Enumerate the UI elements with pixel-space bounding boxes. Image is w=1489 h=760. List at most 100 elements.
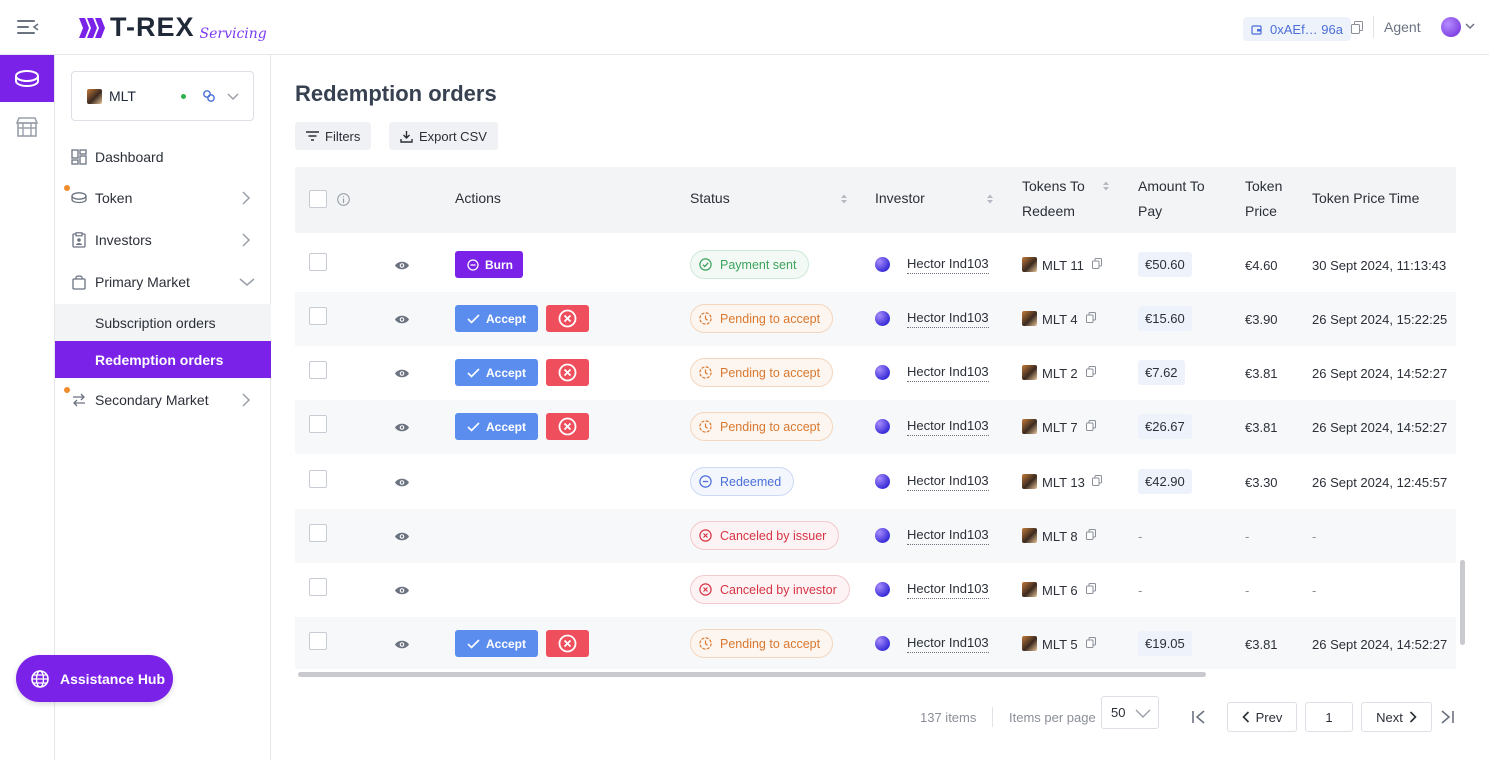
- amount-to-pay: €26.67: [1138, 414, 1192, 439]
- sidebar-item-investors[interactable]: Investors: [55, 221, 271, 259]
- sort-icon[interactable]: [986, 193, 994, 205]
- avatar[interactable]: [1441, 17, 1461, 37]
- page-number-input[interactable]: 1: [1305, 702, 1353, 732]
- column-header-investor[interactable]: Investor: [875, 190, 925, 206]
- horizontal-scrollbar[interactable]: [298, 672, 1206, 677]
- sidebar-item-redemption-orders[interactable]: Redemption orders: [55, 341, 271, 378]
- status-text: Pending to accept: [720, 311, 821, 326]
- status-text: Redeemed: [720, 474, 782, 489]
- row-checkbox[interactable]: [309, 470, 327, 488]
- chevron-right-icon: [1409, 711, 1417, 723]
- reject-button[interactable]: [546, 305, 589, 332]
- sort-icon[interactable]: [840, 193, 848, 205]
- sidebar-item-primary-market[interactable]: Primary Market: [55, 263, 271, 301]
- eye-icon[interactable]: [394, 585, 410, 596]
- filters-button[interactable]: Filters: [295, 122, 372, 150]
- row-checkbox[interactable]: [309, 578, 327, 596]
- sidebar-item-token[interactable]: Token: [55, 179, 271, 217]
- brand-logo[interactable]: T-REX Servicing: [78, 12, 267, 43]
- sidebar-item-subscription-orders[interactable]: Subscription orders: [55, 304, 271, 341]
- reject-button[interactable]: [546, 413, 589, 440]
- token-price-time: -: [1312, 582, 1317, 598]
- burn-button[interactable]: Burn: [455, 251, 523, 278]
- rail-marketplace[interactable]: [0, 103, 54, 150]
- investor-name[interactable]: Hector Ind103: [907, 256, 989, 274]
- eye-icon[interactable]: [394, 639, 410, 650]
- prev-page-label: Prev: [1255, 709, 1283, 725]
- row-checkbox[interactable]: [309, 361, 327, 379]
- sidebar-item-dashboard[interactable]: Dashboard: [55, 138, 271, 176]
- copy-icon[interactable]: [1092, 258, 1102, 269]
- amount-to-pay: €50.60: [1138, 252, 1192, 277]
- accept-button[interactable]: Accept: [455, 305, 538, 332]
- clock-icon: [699, 366, 712, 379]
- row-checkbox[interactable]: [309, 307, 327, 325]
- column-header-status[interactable]: Status: [690, 190, 730, 206]
- accept-button[interactable]: Accept: [455, 413, 538, 440]
- investor-name[interactable]: Hector Ind103: [907, 310, 989, 328]
- sort-icon[interactable]: [1102, 180, 1110, 192]
- row-checkbox[interactable]: [309, 415, 327, 433]
- investor-name[interactable]: Hector Ind103: [907, 635, 989, 653]
- row-checkbox[interactable]: [309, 632, 327, 650]
- eye-icon[interactable]: [394, 314, 410, 325]
- chevron-down-icon: [1135, 709, 1151, 718]
- export-csv-button[interactable]: Export CSV: [389, 122, 498, 150]
- next-page-button[interactable]: Next: [1361, 702, 1432, 732]
- investor-name[interactable]: Hector Ind103: [907, 418, 989, 436]
- prev-page-button[interactable]: Prev: [1227, 702, 1297, 732]
- token-image: [87, 88, 102, 104]
- copy-icon[interactable]: [1086, 366, 1096, 377]
- table-header: Actions Status Investor Tokens To Redeem…: [295, 167, 1456, 233]
- reject-button[interactable]: [546, 359, 589, 386]
- copy-icon[interactable]: [1086, 637, 1096, 648]
- row-checkbox[interactable]: [309, 524, 327, 542]
- column-header-tokens-line2[interactable]: Redeem: [1022, 203, 1075, 219]
- copy-icon[interactable]: [1086, 420, 1096, 431]
- eye-icon[interactable]: [394, 260, 410, 271]
- check-icon: [467, 367, 480, 378]
- select-all-checkbox[interactable]: [309, 190, 327, 208]
- copy-icon[interactable]: [1086, 312, 1096, 323]
- accept-button[interactable]: Accept: [455, 359, 538, 386]
- investor-name[interactable]: Hector Ind103: [907, 473, 989, 491]
- token-amount: MLT 7: [1042, 419, 1078, 435]
- copy-icon[interactable]: [1351, 21, 1363, 34]
- page-number-value: 1: [1325, 709, 1333, 725]
- token-amount: MLT 11: [1042, 257, 1084, 273]
- last-page-icon[interactable]: [1439, 710, 1455, 724]
- token-selector[interactable]: MLT: [71, 71, 254, 121]
- coins-icon: [71, 192, 87, 204]
- globe-icon: [31, 669, 49, 688]
- eye-icon[interactable]: [394, 477, 410, 488]
- collapse-menu-icon[interactable]: [17, 17, 39, 37]
- info-icon[interactable]: [337, 193, 350, 206]
- vertical-scrollbar[interactable]: [1460, 560, 1465, 645]
- chevron-down-icon[interactable]: [1465, 22, 1475, 30]
- column-header-time: Token Price Time: [1312, 190, 1420, 206]
- copy-icon[interactable]: [1086, 583, 1096, 594]
- token-image: [1022, 528, 1037, 543]
- items-per-page-select[interactable]: 50: [1101, 696, 1159, 729]
- wallet-address[interactable]: 0xAEf… 96a: [1243, 17, 1351, 41]
- investor-name[interactable]: Hector Ind103: [907, 527, 989, 545]
- copy-icon[interactable]: [1086, 529, 1096, 540]
- eye-icon[interactable]: [394, 368, 410, 379]
- investor-name[interactable]: Hector Ind103: [907, 581, 989, 599]
- investor-name[interactable]: Hector Ind103: [907, 364, 989, 382]
- rail-tokens[interactable]: [0, 55, 54, 102]
- token-amount: MLT 13: [1042, 474, 1085, 490]
- status-badge: Canceled by investor: [690, 575, 850, 604]
- first-page-icon[interactable]: [1191, 710, 1207, 724]
- copy-icon[interactable]: [1092, 475, 1102, 486]
- status-badge: Canceled by issuer: [690, 521, 840, 550]
- column-header-tokens-line1[interactable]: Tokens To: [1022, 178, 1085, 194]
- reject-button[interactable]: [546, 630, 589, 657]
- row-checkbox[interactable]: [309, 253, 327, 271]
- eye-icon[interactable]: [394, 422, 410, 433]
- sidebar-item-secondary-market[interactable]: Secondary Market: [55, 381, 271, 419]
- table-row: Canceled by investor Hector Ind103 MLT 6 - -…: [295, 563, 1456, 617]
- assistance-hub-button[interactable]: Assistance Hub: [16, 655, 173, 702]
- accept-button[interactable]: Accept: [455, 630, 538, 657]
- eye-icon[interactable]: [394, 531, 410, 542]
